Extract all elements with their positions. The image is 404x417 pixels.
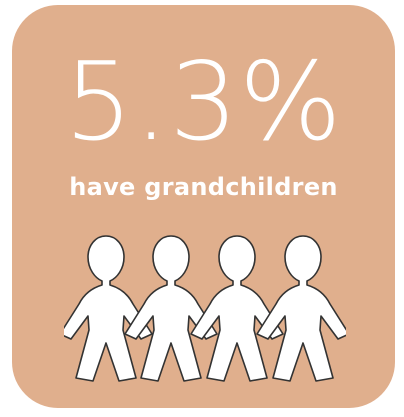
figure-1 [64,235,153,382]
stat-percentage: 5.3% [64,40,343,165]
stat-label: have grandchildren [69,173,338,201]
stat-card: 5.3% have grandchildren [12,5,395,408]
figure-4 [256,235,346,382]
paper-doll-chain-icon [64,232,346,386]
figure-2 [124,235,218,382]
figure-3 [190,235,284,382]
